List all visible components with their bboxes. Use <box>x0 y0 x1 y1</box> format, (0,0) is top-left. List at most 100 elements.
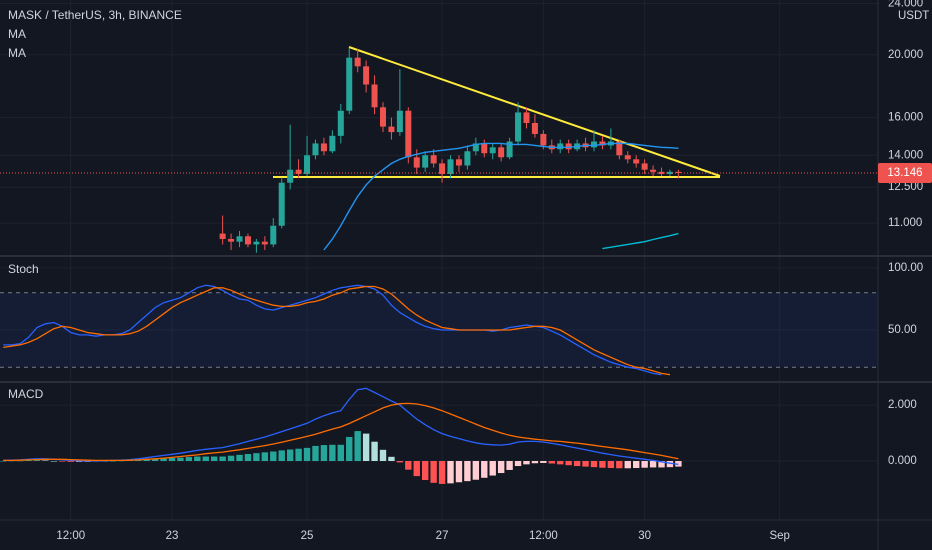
histogram-bar <box>329 444 336 462</box>
candle-body <box>506 141 513 158</box>
candle-body <box>498 147 505 158</box>
histogram-bar <box>506 461 513 470</box>
histogram-bar <box>641 461 648 468</box>
stoch-panel <box>0 284 878 376</box>
candle-body <box>658 171 665 174</box>
histogram-bar <box>573 461 581 467</box>
y-tick-label: 24.000 <box>888 0 923 10</box>
y-tick-label: 2.000 <box>888 399 917 411</box>
histogram-bar <box>514 461 522 467</box>
candle-body <box>295 169 302 174</box>
histogram-bar <box>379 449 387 462</box>
candle-body <box>287 169 294 183</box>
candle-body <box>354 57 361 67</box>
candle-body <box>624 155 631 160</box>
candle-body <box>557 143 564 150</box>
candle-body <box>380 107 386 127</box>
histogram-bar <box>565 461 572 466</box>
x-tick-label: 25 <box>301 530 314 542</box>
candle-body <box>261 241 268 245</box>
histogram-bar <box>219 456 226 462</box>
x-tick-label: 27 <box>436 530 449 542</box>
axis-layer: 12:00 23 25 27 12:00 30 Sep 24.000 20.000 16.000 1… <box>56 0 932 542</box>
histogram-bar <box>59 461 66 462</box>
panel-title: MACD <box>8 387 44 401</box>
histogram-bar <box>633 461 640 468</box>
histogram-bar <box>599 461 606 468</box>
panel-title: Stoch <box>8 262 39 276</box>
macd-panel <box>0 387 682 484</box>
histogram-bar <box>270 451 277 462</box>
candle-body <box>337 110 344 136</box>
legend-entry: MA <box>8 46 26 60</box>
indicator-line <box>3 285 671 376</box>
candle-body <box>616 141 623 156</box>
histogram-bar <box>531 461 539 464</box>
candle-body <box>472 143 479 152</box>
candle-body <box>430 155 437 164</box>
candle-body <box>413 157 420 168</box>
candle-body <box>270 225 277 245</box>
histogram-bar <box>590 461 598 468</box>
candle-body <box>228 238 235 242</box>
histogram-bar <box>396 461 404 463</box>
candle-body <box>346 57 353 111</box>
histogram-bar <box>42 460 49 462</box>
price-panel <box>0 46 878 253</box>
last-price-label: 13.146 <box>887 167 922 179</box>
histogram-bar <box>177 457 184 462</box>
histogram-bar <box>481 461 488 478</box>
candle-body <box>633 159 640 164</box>
candle-body <box>371 84 378 108</box>
y-tick-label: 20.000 <box>888 49 923 61</box>
histogram-bar <box>405 461 412 470</box>
histogram-bar <box>464 461 471 482</box>
candle-body <box>447 159 454 174</box>
histogram-bar <box>624 461 631 469</box>
x-tick-label: Sep <box>769 530 789 542</box>
x-tick-label: 12:00 <box>529 530 558 542</box>
histogram-bar <box>346 436 353 462</box>
histogram-bar <box>25 460 32 462</box>
histogram-bar <box>109 461 117 462</box>
candle-body <box>523 112 530 123</box>
histogram-bar <box>185 457 193 462</box>
histogram-bar <box>548 461 555 464</box>
histogram-bar <box>607 461 615 468</box>
histogram-bar <box>658 461 665 468</box>
candle-body <box>489 147 496 154</box>
histogram-bar <box>211 456 218 462</box>
candle-body <box>396 110 403 133</box>
candle-body <box>439 163 446 174</box>
histogram-bar <box>50 461 58 462</box>
last-price-tag <box>878 162 932 183</box>
candle-body <box>531 122 538 134</box>
histogram-bar <box>194 456 201 462</box>
candle-body <box>481 143 488 154</box>
candle-body <box>304 155 311 174</box>
candle-body <box>455 159 462 166</box>
histogram-bar <box>489 461 496 476</box>
histogram-bar <box>202 456 209 462</box>
candle-body <box>320 143 327 152</box>
histogram-bar <box>303 447 311 462</box>
histogram-bar <box>422 461 429 481</box>
histogram-bar <box>413 461 420 477</box>
candle-body <box>363 66 370 85</box>
candle-body <box>312 143 319 156</box>
y-tick-label: 11.000 <box>888 217 922 229</box>
y-tick-label: 14.000 <box>888 149 923 161</box>
candle-body <box>244 236 251 245</box>
histogram-bar <box>447 461 454 484</box>
histogram-bar <box>75 461 83 462</box>
moving-average-line <box>323 142 679 251</box>
candle-body <box>591 141 597 148</box>
histogram-bar <box>582 461 589 467</box>
histogram-bar <box>286 449 294 462</box>
candle-body <box>219 233 226 239</box>
histogram-bar <box>362 433 370 462</box>
y-tick-label: 16.000 <box>888 112 923 124</box>
candle-body <box>515 112 522 142</box>
histogram-bar <box>438 461 446 484</box>
